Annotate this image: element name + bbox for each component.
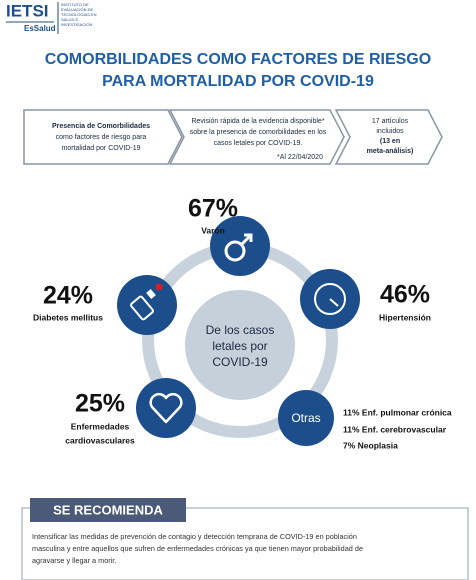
step-note: *Al 22/04/2020 <box>277 154 323 161</box>
item-label: Diabetes mellitus <box>33 312 103 322</box>
recommendation-text: masculina y entre aquellos que sufren de… <box>32 544 363 553</box>
step-text: sobre la presencia de comorbilidades en … <box>190 129 327 136</box>
center-text: letales por <box>212 339 267 353</box>
recommendation-tab <box>30 498 186 522</box>
item-label: cardiovasculares <box>65 435 135 445</box>
institute-line: TECNOLOGÍAS EN <box>61 12 97 17</box>
institute: INSTITUTO DE EVALUACIÓN DE TECNOLOGÍAS E… <box>61 2 97 27</box>
step-box <box>168 109 345 165</box>
recommendation-heading: SE RECOMIENDA <box>53 502 163 517</box>
sublogo: EsSalud <box>24 24 56 33</box>
title: COMORBILIDADES COMO FACTORES DE RIESGO <box>45 51 431 68</box>
center-text: De los casos <box>206 323 275 337</box>
percent: 67% <box>188 195 238 223</box>
percent: 46% <box>380 281 430 309</box>
step-text: incluidos <box>376 128 404 135</box>
node-heart <box>136 378 196 438</box>
step-text: como factores de riesgo para <box>56 134 147 141</box>
percent: 25% <box>75 390 125 418</box>
step-text: Presencia de Comorbilidades <box>52 123 150 130</box>
step-text: (13 en <box>380 138 400 145</box>
item-label: Varón <box>201 225 225 235</box>
title: PARA MORTALIDAD POR COVID-19 <box>102 73 374 90</box>
institute-line: EVALUACIÓN DE <box>61 7 93 12</box>
institute-line: INSTITUTO DE <box>61 2 89 7</box>
others-item: 11% Enf. cerebrovascular <box>343 424 447 434</box>
center-circle <box>185 290 295 400</box>
item-label: Enfermedades <box>71 421 130 431</box>
institute-line: INVESTIGACIÓN <box>61 22 92 27</box>
institute-line: SALUD E <box>61 17 78 22</box>
step-text: 17 artículos <box>372 118 409 125</box>
others-item: 7% Neoplasia <box>343 440 398 450</box>
node-diabetes <box>117 275 177 335</box>
step-text: Revisión rápida de la evidencia disponib… <box>191 118 324 125</box>
item-label: Hipertensión <box>379 312 431 322</box>
node-hypertension <box>300 269 360 329</box>
step-text: meta-análisis) <box>367 148 414 155</box>
others-label: Otras <box>291 411 320 425</box>
node-male <box>210 216 270 276</box>
step-text: mortalidad por COVID-19 <box>62 145 141 152</box>
step-box <box>334 109 443 165</box>
node-others <box>278 390 334 446</box>
others-item: 11% Enf. pulmonar crónica <box>343 407 452 417</box>
recommendation-text: Intensificar las medidas de prevención d… <box>32 532 357 541</box>
recommendation-text: agravarse y llegar a morir. <box>32 556 116 565</box>
center-text: COVID-19 <box>212 355 268 369</box>
logo: IETSI <box>6 1 49 20</box>
step-box <box>23 109 183 165</box>
step-text: casos letales por COVID-19. <box>214 140 303 147</box>
percent: 24% <box>43 282 93 310</box>
